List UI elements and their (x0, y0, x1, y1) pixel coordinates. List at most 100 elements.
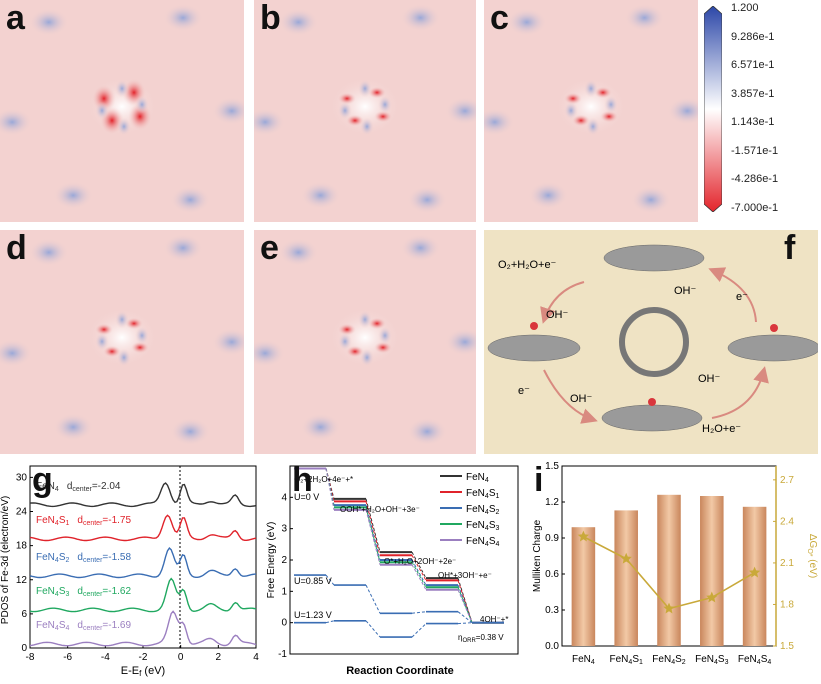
delta-g-point (748, 566, 761, 578)
map-e: e (254, 230, 476, 454)
density-lobe-red (594, 86, 612, 99)
panel-label-e: e (260, 230, 279, 267)
pdos-series-label: FeN4 dcenter=-2.04 (36, 481, 121, 493)
mulliken-category-label: FeN4S2 (652, 654, 685, 666)
density-lobe-red (346, 345, 364, 358)
density-lobe-red (374, 341, 392, 354)
colorbar-tick-label: -1.571e-1 (731, 144, 779, 157)
mulliken-bar (657, 494, 681, 646)
molecule-bottom (601, 404, 703, 432)
density-lobe-blue (378, 95, 392, 114)
density-blob (28, 238, 69, 267)
energy-connector (457, 587, 473, 623)
mulliken-y2tick-label: 2.4 (780, 516, 794, 527)
energy-connector (325, 468, 335, 510)
density-lobe-blue (135, 95, 149, 114)
mulliken-ytick-label: 1.5 (545, 461, 559, 472)
density-lobe-red (600, 110, 618, 123)
density-lobe-blue (95, 332, 109, 351)
energy-connector (365, 501, 381, 556)
mulliken-bar (700, 496, 724, 646)
panel-label-i: i (534, 461, 544, 499)
pdos-ytick-label: 12 (16, 575, 28, 586)
energy-connector-shifted (325, 620, 335, 624)
density-lobe-blue (338, 101, 352, 120)
density-blob (667, 97, 698, 125)
density-blob (163, 3, 203, 32)
density-lobe-red (131, 341, 149, 354)
molecule-center (619, 307, 689, 377)
map-c-image (484, 3, 698, 214)
label-e-left-bottom: e⁻ (518, 385, 530, 397)
density-blob (211, 97, 244, 125)
density-lobe-red (374, 110, 392, 123)
energy-annot-u2: U=1.23 V (294, 610, 332, 620)
density-blob (630, 185, 671, 214)
mulliken-y2tick-label: 2.7 (780, 475, 794, 486)
energy-connector (457, 584, 473, 623)
delta-g-point (577, 530, 590, 542)
pdos-ytick-label: 0 (21, 643, 27, 654)
colorbar-tick-label: 3.857e-1 (731, 87, 775, 100)
label-oh-bottom: OH⁻ (570, 393, 593, 405)
energy-connector (365, 505, 381, 561)
density-blob (211, 328, 244, 356)
pdos-line-FeN4S2 (29, 547, 257, 579)
mechanism-panel: O₂+H₂O+e⁻ OH⁻ OH⁻ e⁻ e⁻ OH⁻ OH⁻ H₂O+e⁻ f (484, 229, 821, 454)
density-blob (28, 8, 69, 37)
panel-label-b: b (260, 0, 281, 37)
energy-connector (365, 498, 381, 553)
energy-connector-shifted (457, 622, 473, 625)
map-d-image (0, 233, 244, 446)
colorbar-tick-label: 1.200 (731, 2, 759, 14)
pdos-line-FeN4S1 (29, 514, 257, 542)
colorbar-tick-label: 9.286e-1 (731, 30, 775, 43)
mulliken-category-label: FeN4S3 (695, 654, 728, 666)
colorbar-tick-label: -7.000e-1 (731, 202, 779, 214)
density-lobe-blue (358, 79, 372, 98)
density-lobe-red (564, 92, 582, 105)
mulliken-ytick-label: 0.9 (545, 533, 559, 544)
energy-legend-label: FeN4 (466, 472, 489, 484)
map-a-image (0, 3, 244, 214)
energy-connector-shifted (365, 620, 381, 638)
density-blob (624, 3, 665, 32)
map-c: c (484, 0, 698, 222)
density-lobe-blue (564, 101, 578, 120)
energy-connector-shifted (457, 611, 473, 624)
colorbar-tick-label: 6.571e-1 (731, 59, 775, 72)
delta-g-point (706, 591, 718, 603)
pdos-xtick-label: 2 (216, 652, 222, 663)
map-e-image (254, 233, 476, 446)
mulliken-ytick-label: 0.3 (545, 605, 559, 616)
mulliken-y2tick-label: 1.8 (780, 599, 794, 610)
pdos-line-FeN4S4 (29, 610, 257, 647)
mulliken-category-label: FeN4S4 (738, 654, 771, 666)
energy-connector-shifted (365, 584, 381, 614)
density-lobe-blue (358, 310, 372, 329)
panel-label-g: g (32, 461, 53, 499)
pdos-ytick-label: 30 (16, 472, 28, 483)
density-lobe-red (368, 317, 386, 330)
mulliken-chart: 0.0 0.3 0.6 0.9 1.2 1.5 1.5 1.8 2.1 2.4 2.7 FeN4 Fe… (532, 461, 818, 666)
density-blob (444, 328, 476, 356)
density-lobe-blue (338, 332, 352, 351)
colorbar-tick-label: 1.143e-1 (731, 116, 775, 129)
pdos-xtick-label: -2 (139, 652, 148, 663)
energy-annot-s2: O*+H₂O+2OH⁻+2e⁻ (384, 557, 456, 566)
energy-annot-s0: O₂+2H₂O+4e⁻+* (294, 475, 353, 484)
density-lobe-red (103, 345, 121, 358)
energy-xlabel: Reaction Coordinate (346, 665, 454, 677)
label-oh-right-top: OH⁻ (674, 285, 697, 297)
mulliken-y2label: ΔGO* (eV) (806, 534, 818, 578)
panel-label-c: c (490, 0, 509, 37)
mulliken-y2tick-label: 2.1 (780, 558, 794, 569)
density-blob (254, 108, 286, 137)
density-blob (444, 97, 476, 125)
density-lobe-blue (584, 79, 598, 98)
molecule-left (487, 334, 581, 362)
density-lobe-red (368, 86, 386, 99)
energy-ytick-label: 3 (281, 524, 287, 535)
label-e-right-top: e⁻ (736, 291, 748, 303)
